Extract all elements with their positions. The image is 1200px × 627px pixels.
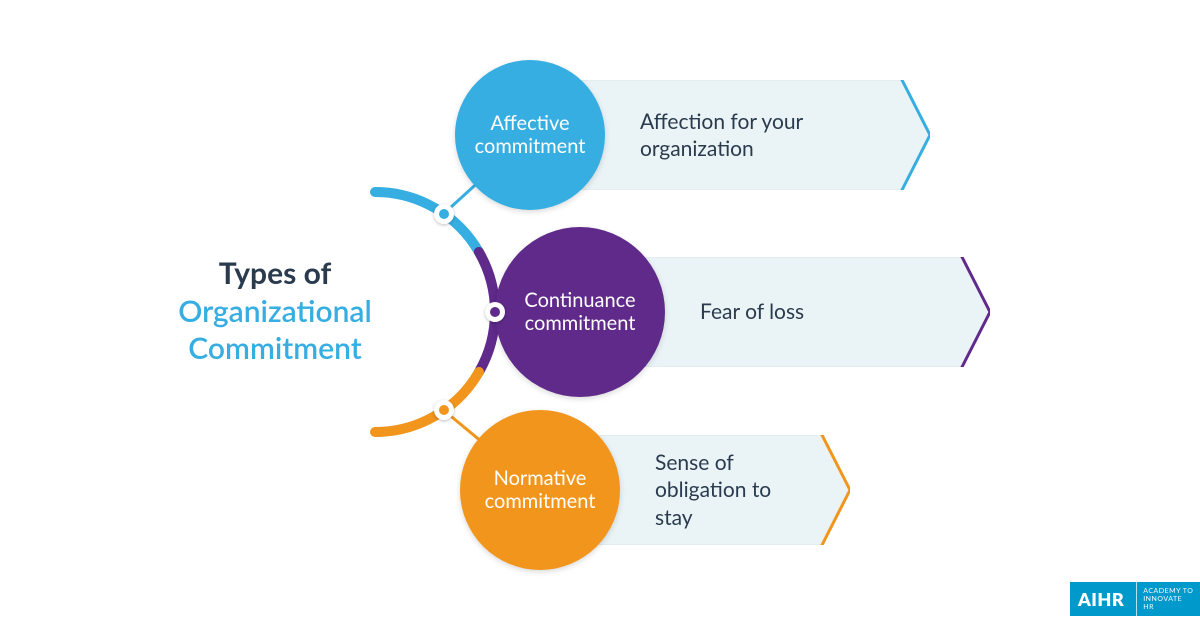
circle-continuance-line2: commitment (524, 312, 635, 335)
brand-logo-line2: INNOVATE HR (1143, 595, 1194, 611)
circle-affective: Affective commitment (455, 60, 605, 210)
circle-normative-line1: Normative (485, 467, 596, 490)
circle-affective-line1: Affective (475, 112, 586, 135)
circle-continuance-line1: Continuance (524, 289, 635, 312)
bar-text-affective: Affection for your organization (640, 108, 890, 163)
circle-normative-line2: commitment (485, 490, 596, 513)
circle-continuance: Continuance commitment (495, 227, 665, 397)
brand-logo-abbr: AIHR (1070, 582, 1132, 616)
brand-logo-text: ACADEMY TO INNOVATE HR (1136, 582, 1200, 616)
bar-text-normative: Sense of obligation to stay (655, 449, 810, 531)
brand-logo-line1: ACADEMY TO (1143, 587, 1194, 595)
title-line-1: Types of (145, 255, 405, 293)
title-line-3: Commitment (145, 330, 405, 368)
diagram-canvas: Types of Organizational Commitment Affec… (0, 0, 1200, 627)
node-dot-1 (485, 302, 505, 322)
brand-logo: AIHR ACADEMY TO INNOVATE HR (1070, 582, 1200, 616)
diagram-title: Types of Organizational Commitment (145, 255, 405, 368)
circle-affective-line2: commitment (475, 135, 586, 158)
node-dot-2 (434, 400, 454, 420)
bar-text-continuance: Fear of loss (700, 298, 804, 325)
node-dot-0 (434, 204, 454, 224)
title-line-2: Organizational (145, 293, 405, 331)
circle-normative: Normative commitment (460, 410, 620, 570)
